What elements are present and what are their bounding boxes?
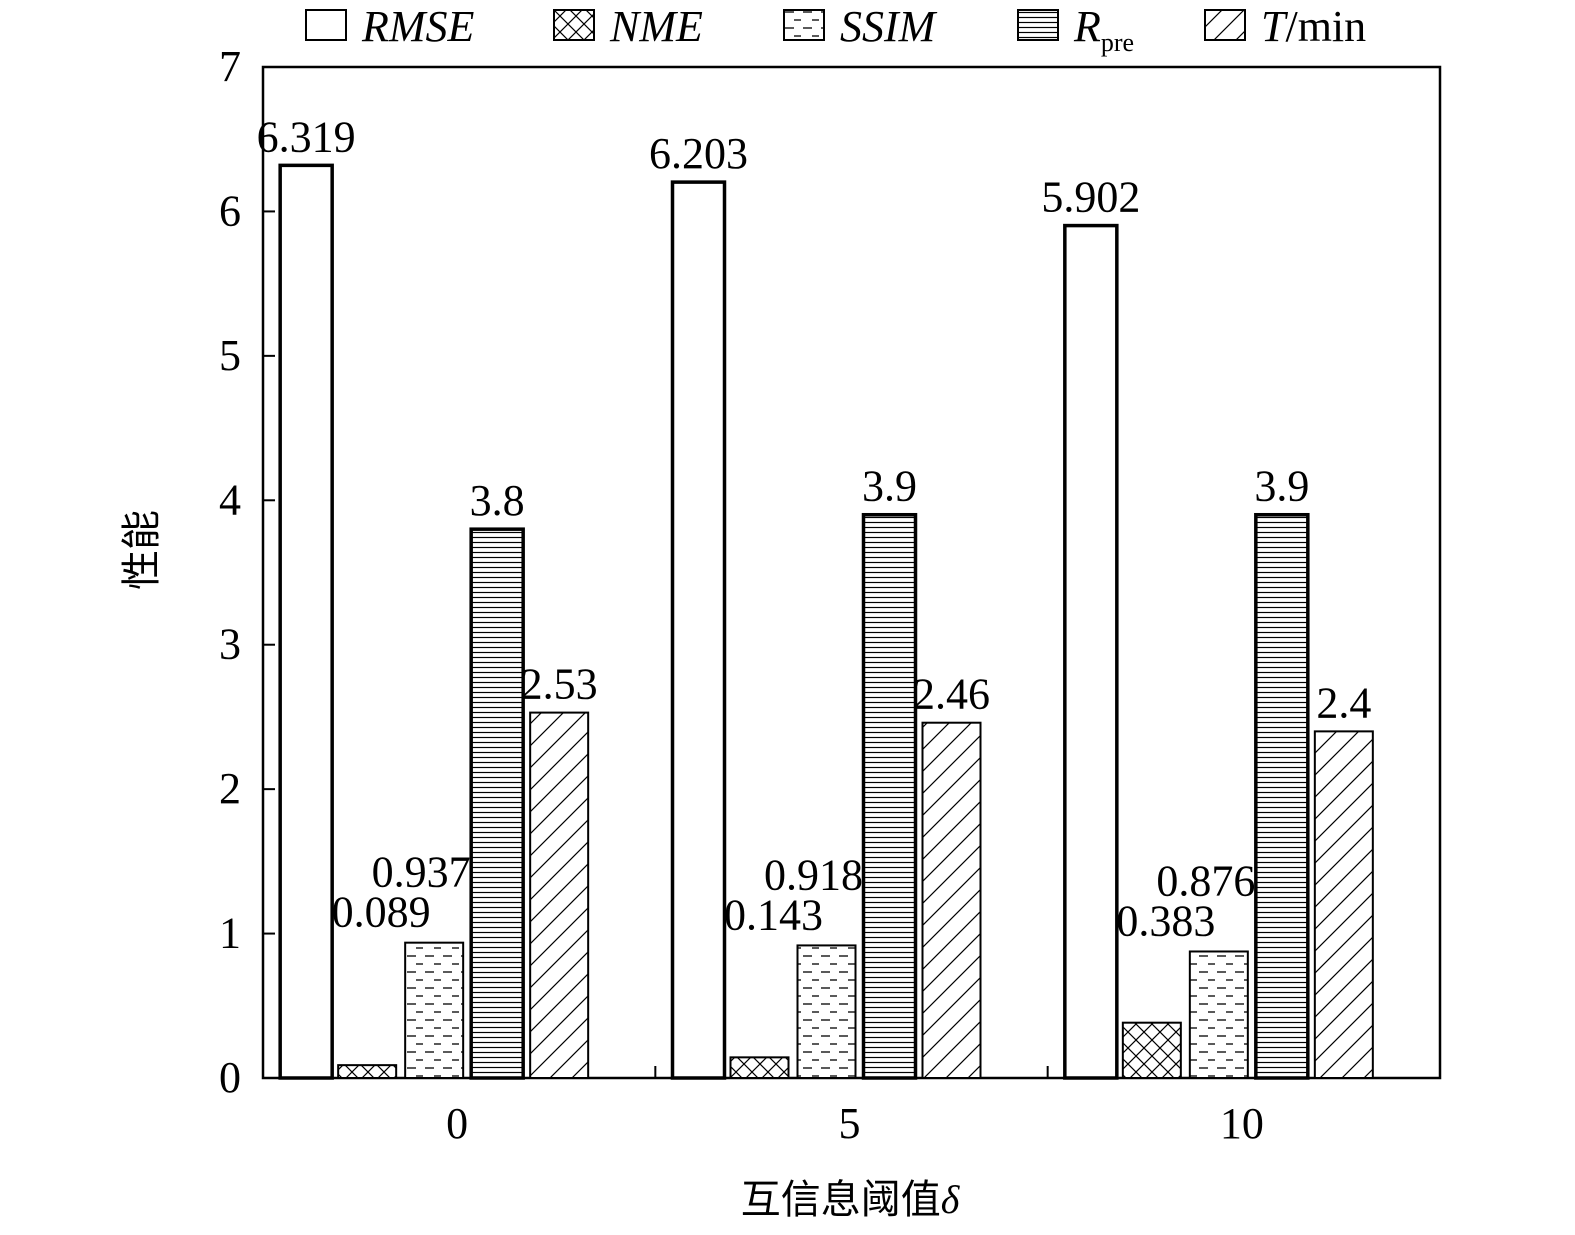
bar-empty <box>278 163 334 1080</box>
x-tick-label: 10 <box>1220 1099 1264 1148</box>
y-axis: 0 1 2 3 4 5 6 7 <box>219 42 275 1102</box>
bar-dashes <box>796 944 857 1079</box>
y-tick-label: 1 <box>219 909 241 958</box>
bar-dashes <box>1188 950 1249 1080</box>
legend-label: Rpre <box>1073 2 1134 57</box>
bar-value-label: 5.902 <box>1041 173 1140 222</box>
legend-label: SSIM <box>840 2 938 51</box>
bar-hlines <box>1254 512 1310 1080</box>
bar-value-label: 6.319 <box>257 112 356 161</box>
y-tick-label: 2 <box>219 764 241 813</box>
bar-crosshatch <box>1121 1021 1182 1079</box>
chart-legend: RMSE NME SSIM Rpre T/min <box>305 2 1366 57</box>
x-axis-title: 互信息阈值δ <box>741 1177 961 1222</box>
x-axis-title-text: 互信息阈值 <box>741 1177 941 1222</box>
bar-value-label: 3.9 <box>862 462 917 511</box>
bar-hlines <box>469 527 525 1080</box>
bar-diagonal <box>1313 730 1374 1079</box>
y-tick-label: 4 <box>219 475 241 524</box>
bar-crosshatch <box>729 1056 790 1079</box>
bar-value-label: 0.937 <box>372 848 471 897</box>
bar-hlines <box>861 512 918 1080</box>
y-tick-label: 6 <box>219 186 241 235</box>
legend-swatch <box>553 9 595 41</box>
bar-value-label: 0.383 <box>1116 896 1215 945</box>
bar-diagonal <box>529 711 590 1079</box>
bar-crosshatch <box>337 1064 398 1080</box>
bar-dashes <box>404 941 465 1079</box>
bar-value-label: 3.9 <box>1254 462 1309 511</box>
legend-swatch <box>1017 9 1059 41</box>
legend-label: T/min <box>1261 2 1366 51</box>
bar-value-label: 2.4 <box>1316 678 1371 727</box>
y-tick-label: 5 <box>219 331 241 380</box>
y-axis-title: 性能 <box>119 510 164 590</box>
y-tick-label: 0 <box>219 1053 241 1102</box>
bar-value-label: 3.8 <box>470 476 525 525</box>
legend-swatch <box>305 9 347 41</box>
bar-value-label: 0.143 <box>724 890 823 939</box>
y-tick-label: 3 <box>219 620 241 669</box>
bar-value-label: 0.089 <box>332 888 431 937</box>
bar-diagonal <box>921 721 982 1079</box>
legend-label: NME <box>609 2 703 51</box>
x-tick-label: 0 <box>446 1099 468 1148</box>
legend-swatch <box>783 9 825 41</box>
x-axis: 0 5 10 <box>446 1066 1264 1148</box>
bars-layer <box>278 163 1374 1080</box>
x-axis-title-symbol: δ <box>941 1177 961 1222</box>
bar-value-label: 2.46 <box>913 670 990 719</box>
bar-value-label: 0.918 <box>764 850 863 899</box>
legend-swatch <box>1204 9 1246 41</box>
y-tick-label: 7 <box>219 42 241 91</box>
legend-label: RMSE <box>361 2 475 51</box>
bar-empty <box>670 180 727 1080</box>
bar-value-label: 0.876 <box>1156 856 1255 905</box>
x-tick-label: 5 <box>839 1099 861 1148</box>
bar-empty <box>1063 223 1119 1080</box>
bar-value-label: 6.203 <box>649 129 748 178</box>
bar-value-label: 2.53 <box>521 660 598 709</box>
